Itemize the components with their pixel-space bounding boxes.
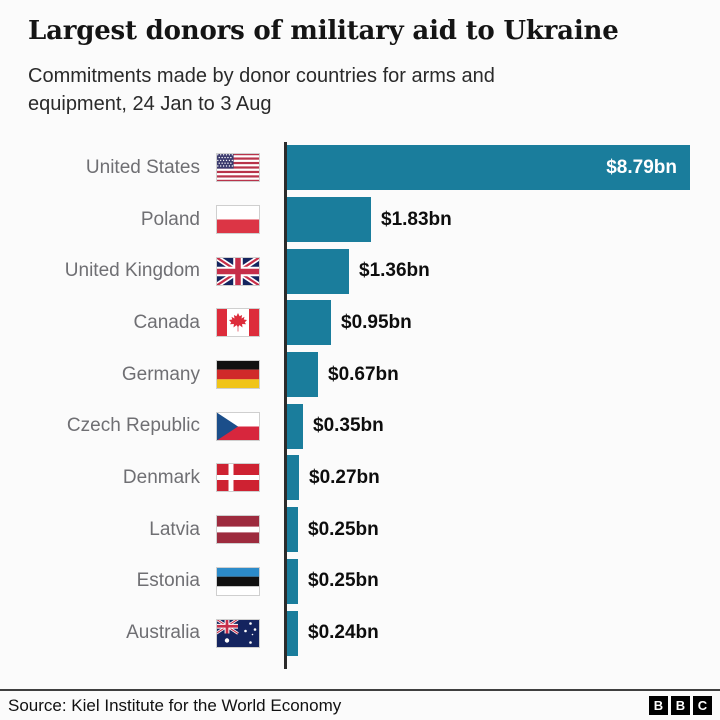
bbc-logo-block-3: C — [693, 696, 712, 715]
bar-row-latvia: Latvia $0.25bn — [0, 504, 720, 556]
bar-united-kingdom: $1.36bn — [287, 248, 430, 294]
y-axis-line — [284, 142, 287, 669]
value-label-canada: $0.95bn — [341, 311, 412, 333]
bar-row-estonia: Estonia $0.25bn — [0, 556, 720, 608]
bar-track-poland: $1.83bn — [287, 197, 452, 243]
bar-row-poland: Poland $1.83bn — [0, 194, 720, 246]
bar-track-united-kingdom: $1.36bn — [287, 248, 430, 294]
country-label-germany: Germany — [121, 363, 200, 385]
bar-row-canada: Canada $0.95bn — [0, 297, 720, 349]
flag-germany-icon — [216, 360, 260, 390]
flag-czech-republic-icon — [216, 411, 260, 441]
bar-estonia: $0.25bn — [287, 558, 379, 604]
country-label-united-kingdom: United Kingdom — [64, 260, 200, 282]
flag-united-states-icon — [216, 153, 260, 183]
subtitle-line-1: Commitments made by donor countries for … — [28, 65, 495, 87]
bar-track-united-states: $8.79bn — [287, 145, 690, 191]
flag-latvia-icon — [216, 515, 260, 545]
value-label-poland: $1.83bn — [381, 208, 452, 230]
bar-denmark: $0.27bn — [287, 455, 380, 501]
country-label-czech-republic: Czech Republic — [66, 415, 200, 437]
value-label-estonia: $0.25bn — [308, 570, 379, 592]
value-label-germany: $0.67bn — [328, 363, 399, 385]
footer: Source: Kiel Institute for the World Eco… — [0, 689, 720, 720]
bar-row-germany: Germany $0.67bn — [0, 349, 720, 401]
country-label-australia: Australia — [126, 622, 200, 644]
bar-poland: $1.83bn — [287, 197, 452, 243]
bar-united-states: $8.79bn — [287, 145, 690, 191]
bar-row-united-kingdom: United Kingdom $1.36bn — [0, 245, 720, 297]
bar-track-australia: $0.24bn — [287, 610, 379, 656]
country-label-latvia: Latvia — [149, 518, 200, 540]
value-label-denmark: $0.27bn — [309, 466, 380, 488]
bar-row-czech-republic: Czech Republic $0.35bn — [0, 400, 720, 452]
bar-australia: $0.24bn — [287, 610, 379, 656]
chart-subtitle: Commitments made by donor countries for … — [28, 62, 698, 118]
bar-chart: United States $8.79bn Poland $1.83bn United … — [0, 142, 720, 669]
flag-australia-icon — [216, 618, 260, 648]
country-label-united-states: United States — [85, 156, 200, 178]
country-label-estonia: Estonia — [136, 570, 200, 592]
flag-denmark-icon — [216, 463, 260, 493]
bar-track-denmark: $0.27bn — [287, 455, 380, 501]
bar-row-denmark: Denmark $0.27bn — [0, 452, 720, 504]
bbc-logo-block-1: B — [649, 696, 668, 715]
value-label-latvia: $0.25bn — [308, 518, 379, 540]
flag-poland-icon — [216, 205, 260, 235]
bar-canada: $0.95bn — [287, 300, 412, 346]
value-label-united-kingdom: $1.36bn — [359, 260, 430, 282]
bar-track-latvia: $0.25bn — [287, 507, 379, 553]
bar-row-australia: Australia $0.24bn — [0, 607, 720, 659]
value-label-australia: $0.24bn — [308, 622, 379, 644]
flag-united-kingdom-icon — [216, 256, 260, 286]
bar-latvia: $0.25bn — [287, 507, 379, 553]
source-text: Source: Kiel Institute for the World Eco… — [8, 695, 342, 715]
bar-rows: United States $8.79bn Poland $1.83bn United … — [0, 142, 720, 659]
flag-canada-icon — [216, 308, 260, 338]
bar-czech-republic: $0.35bn — [287, 403, 384, 449]
bar-track-germany: $0.67bn — [287, 352, 399, 398]
chart-title: Largest donors of military aid to Ukrain… — [28, 16, 619, 46]
value-label-czech-republic: $0.35bn — [313, 415, 384, 437]
bar-germany: $0.67bn — [287, 352, 399, 398]
bar-track-canada: $0.95bn — [287, 300, 412, 346]
bar-track-czech-republic: $0.35bn — [287, 403, 384, 449]
country-label-canada: Canada — [133, 311, 200, 333]
flag-estonia-icon — [216, 566, 260, 596]
bbc-logo-block-2: B — [671, 696, 690, 715]
country-label-denmark: Denmark — [122, 466, 200, 488]
country-label-poland: Poland — [140, 208, 200, 230]
subtitle-line-2: equipment, 24 Jan to 3 Aug — [28, 93, 272, 115]
bar-row-united-states: United States $8.79bn — [0, 142, 720, 194]
value-label-united-states: $8.79bn — [606, 156, 677, 178]
bar-track-estonia: $0.25bn — [287, 558, 379, 604]
chart-header: Largest donors of military aid to Ukrain… — [28, 14, 698, 118]
